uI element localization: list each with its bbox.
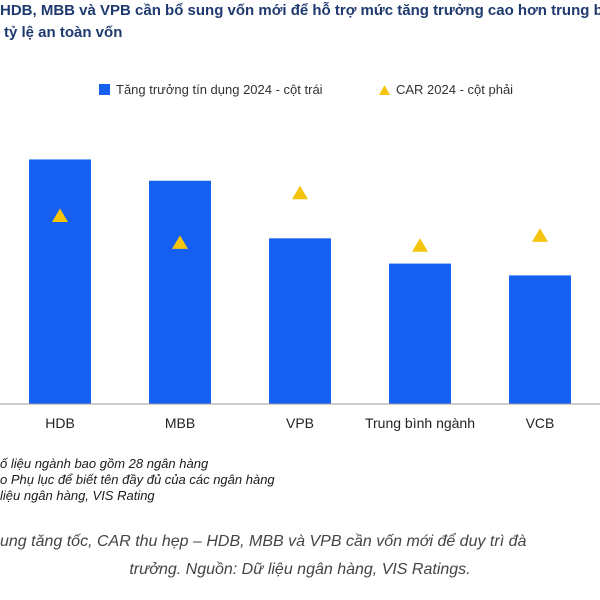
car-marker-1 (172, 235, 188, 249)
chart-notes: ố liệu ngành bao gồm 28 ngân hàng o Phụ … (0, 456, 275, 504)
x-tick-label-4: VCB (526, 415, 555, 431)
legend-label-bar: Tăng trưởng tín dụng 2024 - cột trái (116, 82, 323, 97)
car-marker-3 (412, 238, 428, 252)
note-2: o Phụ lục để biết tên đầy đủ của các ngâ… (0, 472, 275, 487)
bar-4 (509, 275, 571, 404)
chart-title-line-2: tỷ lệ an toàn vốn (4, 24, 123, 41)
legend-swatch-marker (379, 85, 390, 95)
chart-area: Tăng trưởng tín dụng 2024 - cột trái CAR… (0, 82, 600, 431)
x-tick-label-1: MBB (165, 415, 195, 431)
plot: HDB MBB VPB Trung bình ngành VCB (0, 159, 600, 431)
caption-line-2: trưởng. Nguồn: Dữ liệu ngân hàng, VIS Ra… (129, 561, 471, 578)
legend: Tăng trưởng tín dụng 2024 - cột trái CAR… (99, 82, 513, 97)
figure-caption: ung tăng tốc, CAR thu hẹp – HDB, MBB và … (0, 528, 600, 584)
bar-3 (389, 263, 451, 404)
x-tick-label-0: HDB (45, 415, 75, 431)
car-marker-4 (532, 228, 548, 242)
x-tick-label-3: Trung bình ngành (365, 415, 475, 431)
note-3: liệu ngân hàng, VIS Rating (0, 488, 155, 503)
note-1: ố liệu ngành bao gồm 28 ngân hàng (0, 456, 209, 471)
legend-swatch-bar (99, 84, 110, 95)
bar-0 (29, 159, 91, 404)
bar-2 (269, 238, 331, 404)
legend-label-marker: CAR 2024 - cột phải (396, 82, 513, 97)
car-marker-0 (52, 208, 68, 222)
bar-1 (149, 180, 211, 404)
car-marker-2 (292, 185, 308, 200)
caption-line-1: ung tăng tốc, CAR thu hẹp – HDB, MBB và … (0, 533, 527, 550)
chart-title-line-1: HDB, MBB và VPB cần bổ sung vốn mới để h… (0, 2, 600, 19)
chart-title: HDB, MBB và VPB cần bổ sung vốn mới để h… (0, 0, 600, 44)
x-tick-label-2: VPB (286, 415, 314, 431)
